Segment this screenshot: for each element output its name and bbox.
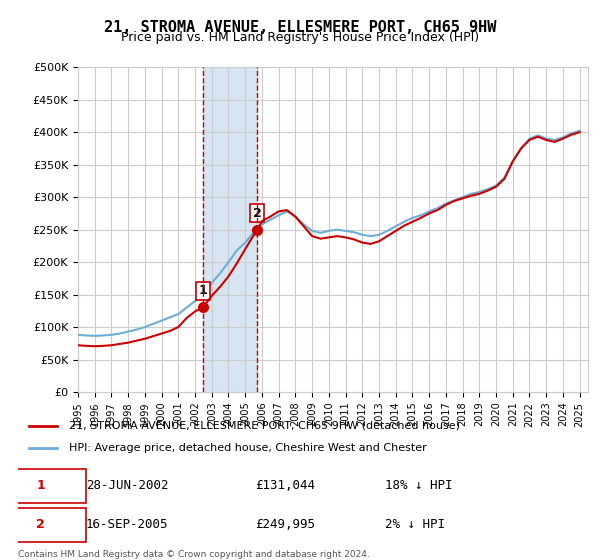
Text: Contains HM Land Registry data © Crown copyright and database right 2024.
This d: Contains HM Land Registry data © Crown c…: [18, 550, 370, 560]
Text: 21, STROMA AVENUE, ELLESMERE PORT, CH65 9HW (detached house): 21, STROMA AVENUE, ELLESMERE PORT, CH65 …: [69, 421, 460, 431]
Bar: [203, 67, 257, 392]
Text: £131,044: £131,044: [255, 479, 315, 492]
Text: 1: 1: [36, 479, 45, 492]
FancyBboxPatch shape: [0, 469, 86, 503]
Text: 18% ↓ HPI: 18% ↓ HPI: [385, 479, 452, 492]
Text: £249,995: £249,995: [255, 519, 315, 531]
Text: 28-JUN-2002: 28-JUN-2002: [86, 479, 168, 492]
Text: 1: 1: [199, 284, 208, 297]
Text: 16-SEP-2005: 16-SEP-2005: [86, 519, 168, 531]
Text: 2: 2: [253, 207, 262, 220]
Text: 21, STROMA AVENUE, ELLESMERE PORT, CH65 9HW: 21, STROMA AVENUE, ELLESMERE PORT, CH65 …: [104, 20, 496, 35]
Text: 2% ↓ HPI: 2% ↓ HPI: [385, 519, 445, 531]
FancyBboxPatch shape: [0, 508, 86, 542]
Text: 2: 2: [36, 519, 45, 531]
Text: Price paid vs. HM Land Registry's House Price Index (HPI): Price paid vs. HM Land Registry's House …: [121, 31, 479, 44]
Text: HPI: Average price, detached house, Cheshire West and Chester: HPI: Average price, detached house, Ches…: [69, 443, 427, 453]
